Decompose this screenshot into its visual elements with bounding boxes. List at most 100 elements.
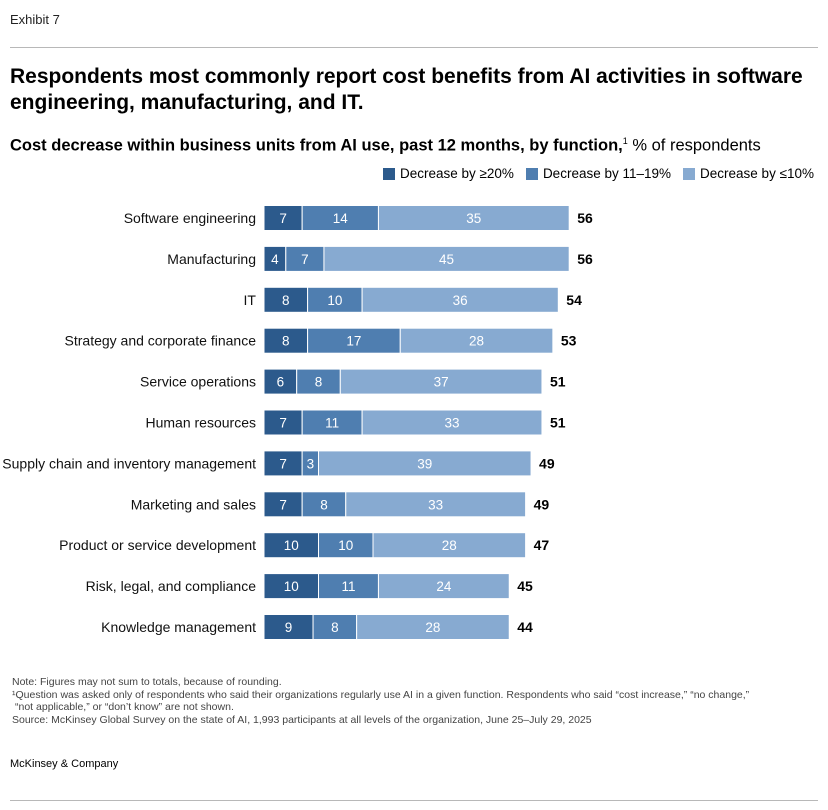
- category-label-software-engineering: Software engineering: [124, 210, 256, 226]
- data-label-it-series-2: 36: [453, 293, 468, 308]
- data-label-knowledge-management-series-0: 9: [285, 620, 293, 635]
- data-label-software-engineering-series-2: 35: [466, 211, 481, 226]
- bar-manufacturing-series-2: [323, 245, 570, 272]
- category-label-knowledge-management: Knowledge management: [101, 619, 256, 635]
- note-rounding: Note: Figures may not sum to totals, bec…: [12, 676, 282, 688]
- bar-software-engineering-series-2: [377, 205, 570, 231]
- chart-notes: Note: Figures may not sum to totals, bec…: [12, 676, 822, 726]
- bar-risk-legal-and-compliance-series-0: [263, 573, 319, 600]
- brand-logo-text: McKinsey & Company: [10, 758, 119, 770]
- data-label-marketing-and-sales-series-0: 7: [279, 497, 287, 512]
- data-label-product-or-service-development-series-0: 10: [284, 538, 299, 553]
- bar-strategy-and-corporate-finance-series-2: [399, 327, 554, 354]
- subtitle-unit: % of respondents: [627, 136, 761, 155]
- data-label-manufacturing-series-2: 45: [439, 252, 454, 267]
- category-label-marketing-and-sales: Marketing and sales: [131, 496, 256, 512]
- data-label-service-operations-series-0: 6: [277, 375, 285, 390]
- data-label-human-resources-series-2: 33: [445, 416, 460, 431]
- data-label-strategy-and-corporate-finance-series-0: 8: [282, 334, 290, 349]
- bar-knowledge-management-series-2: [356, 614, 510, 640]
- data-label-knowledge-management-series-1: 8: [331, 620, 339, 635]
- legend-label-11-19: Decrease by 11–19%: [542, 166, 672, 181]
- category-label-manufacturing: Manufacturing: [167, 251, 256, 267]
- bar-human-resources-series-0: [263, 409, 303, 436]
- data-label-service-operations-series-1: 8: [315, 375, 323, 390]
- data-label-marketing-and-sales-series-1: 8: [320, 497, 328, 512]
- bottom-divider: [10, 800, 818, 801]
- bar-supply-chain-and-inventory-management-series-2: [318, 450, 532, 477]
- data-label-manufacturing-series-1: 7: [301, 252, 309, 267]
- category-label-service-operations: Service operations: [140, 374, 256, 390]
- bar-it-series-2: [361, 286, 559, 313]
- data-label-it-series-0: 8: [282, 293, 290, 308]
- bar-marketing-and-sales-series-1: [301, 491, 347, 518]
- category-label-strategy-and-corporate-finance: Strategy and corporate finance: [65, 333, 257, 349]
- bar-risk-legal-and-compliance-series-2: [377, 573, 510, 600]
- category-label-supply-chain-and-inventory-management: Supply chain and inventory management: [2, 455, 256, 471]
- bar-it-series-1: [307, 286, 363, 313]
- data-label-human-resources-series-1: 11: [325, 416, 339, 431]
- bar-service-operations-series-1: [296, 368, 341, 395]
- footnote-marker: 1: [622, 136, 628, 146]
- total-label-human-resources: 51: [550, 415, 566, 431]
- legend-item-10-or-less: Decrease by ≤10%: [683, 166, 814, 181]
- data-label-human-resources-series-0: 7: [279, 416, 287, 431]
- bar-supply-chain-and-inventory-management-series-0: [263, 450, 303, 477]
- data-label-knowledge-management-series-2: 28: [425, 620, 440, 635]
- bar-product-or-service-development-series-0: [263, 532, 319, 559]
- total-label-it: 54: [566, 292, 582, 308]
- bar-knowledge-management-series-1: [312, 614, 358, 640]
- data-label-risk-legal-and-compliance-series-0: 10: [284, 579, 299, 594]
- data-label-risk-legal-and-compliance-series-2: 24: [436, 579, 452, 594]
- bar-human-resources-series-2: [361, 409, 543, 436]
- category-label-risk-legal-and-compliance: Risk, legal, and compliance: [86, 578, 257, 594]
- total-label-marketing-and-sales: 49: [534, 496, 550, 512]
- footnote-1-line-2: “not applicable,” or “don’t know” are no…: [15, 701, 234, 713]
- category-label-human-resources: Human resources: [146, 415, 257, 431]
- total-label-service-operations: 51: [550, 374, 566, 390]
- legend-item-11-19: Decrease by 11–19%: [525, 166, 672, 181]
- data-label-product-or-service-development-series-2: 28: [442, 538, 457, 553]
- chart-legend: Decrease by ≥20% Decrease by 11–19% Decr…: [382, 166, 814, 181]
- bar-marketing-and-sales-series-0: [263, 491, 303, 518]
- source-note: Source: McKinsey Global Survey on the st…: [12, 713, 592, 726]
- legend-swatch-20-plus: [382, 167, 395, 180]
- bar-service-operations-series-2: [339, 368, 543, 395]
- bar-software-engineering-series-0: [263, 205, 303, 231]
- data-label-supply-chain-and-inventory-management-series-0: 7: [279, 456, 287, 471]
- legend-swatch-10-or-less: [683, 167, 696, 180]
- bar-knowledge-management-series-0: [263, 614, 314, 640]
- bar-it-series-0: [263, 286, 309, 313]
- legend-label-10-or-less: Decrease by ≤10%: [700, 166, 814, 181]
- bar-human-resources-series-1: [301, 409, 363, 436]
- bar-product-or-service-development-series-2: [372, 532, 527, 559]
- data-label-risk-legal-and-compliance-series-1: 11: [341, 579, 355, 594]
- bar-software-engineering-series-1: [301, 205, 379, 231]
- data-label-strategy-and-corporate-finance-series-2: 28: [469, 334, 484, 349]
- data-label-service-operations-series-2: 37: [434, 375, 449, 390]
- data-label-software-engineering-series-1: 14: [333, 211, 349, 226]
- legend-item-20-plus: Decrease by ≥20%: [382, 166, 514, 181]
- exhibit-label: Exhibit 7: [10, 12, 60, 27]
- bar-strategy-and-corporate-finance-series-0: [263, 327, 309, 354]
- total-label-knowledge-management: 44: [517, 619, 533, 635]
- top-divider: [10, 47, 818, 48]
- category-label-product-or-service-development: Product or service development: [59, 537, 256, 553]
- data-label-software-engineering-series-0: 7: [279, 211, 287, 226]
- total-label-product-or-service-development: 47: [534, 537, 550, 553]
- subtitle-bold: Cost decrease within business units from…: [10, 136, 623, 155]
- data-label-marketing-and-sales-series-2: 33: [428, 497, 443, 512]
- data-label-it-series-1: 10: [327, 293, 342, 308]
- chart-main-title: Respondents most commonly report cost be…: [10, 65, 803, 114]
- legend-swatch-11-19: [525, 167, 538, 180]
- data-label-supply-chain-and-inventory-management-series-2: 39: [417, 456, 432, 471]
- data-label-supply-chain-and-inventory-management-series-1: 3: [307, 456, 315, 471]
- legend-label-20-plus: Decrease by ≥20%: [399, 166, 514, 181]
- bar-manufacturing-series-1: [285, 245, 325, 272]
- total-label-strategy-and-corporate-finance: 53: [561, 333, 577, 349]
- data-label-strategy-and-corporate-finance-series-1: 17: [346, 334, 361, 349]
- data-label-product-or-service-development-series-1: 10: [338, 538, 353, 553]
- category-label-it: IT: [244, 292, 257, 308]
- stacked-bar-chart: Software engineering 7 14 35 56 Manufacturing…: [2, 205, 593, 640]
- data-label-manufacturing-series-0: 4: [271, 252, 279, 267]
